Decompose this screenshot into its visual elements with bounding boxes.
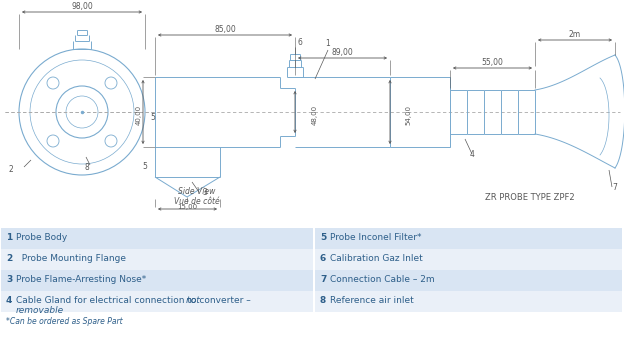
Text: Cable Gland for electrical connection to converter –: Cable Gland for electrical connection to… xyxy=(16,296,253,305)
Text: 2: 2 xyxy=(6,254,12,263)
Text: ZR PROBE TYPE ZPF2: ZR PROBE TYPE ZPF2 xyxy=(485,193,575,202)
Bar xyxy=(315,228,622,249)
Text: 98,00: 98,00 xyxy=(71,2,93,11)
Text: 3: 3 xyxy=(6,275,12,284)
Text: Connection Cable – 2m: Connection Cable – 2m xyxy=(330,275,435,284)
Text: 5: 5 xyxy=(320,233,326,242)
Text: 6: 6 xyxy=(298,38,303,47)
Bar xyxy=(1,270,313,291)
Text: 1: 1 xyxy=(6,233,12,242)
Text: 2m: 2m xyxy=(569,30,581,39)
Text: 55,00: 55,00 xyxy=(481,58,503,67)
Text: not: not xyxy=(185,296,200,305)
Text: 7: 7 xyxy=(612,183,617,192)
Text: 6: 6 xyxy=(320,254,326,263)
Text: 5: 5 xyxy=(142,162,147,171)
Text: 2: 2 xyxy=(9,166,13,174)
Text: removable: removable xyxy=(16,306,64,315)
Text: 8: 8 xyxy=(85,163,89,171)
Text: Reference air inlet: Reference air inlet xyxy=(330,296,414,305)
Text: 40,00: 40,00 xyxy=(136,105,142,125)
Text: Probe Flame-Arresting Nose*: Probe Flame-Arresting Nose* xyxy=(16,275,146,284)
Bar xyxy=(315,291,622,312)
Bar xyxy=(1,249,313,270)
Text: 8: 8 xyxy=(320,296,326,305)
Text: Side View: Side View xyxy=(178,187,216,196)
Text: 15,00: 15,00 xyxy=(177,204,197,210)
Text: 4: 4 xyxy=(6,296,12,305)
Bar xyxy=(315,249,622,270)
Text: 7: 7 xyxy=(320,275,326,284)
Text: 48,00: 48,00 xyxy=(312,105,318,125)
Text: 3: 3 xyxy=(202,188,207,197)
Bar xyxy=(315,270,622,291)
Text: Vue de côté: Vue de côté xyxy=(174,197,220,206)
Text: 4: 4 xyxy=(470,150,475,159)
Text: Calibration Gaz Inlet: Calibration Gaz Inlet xyxy=(330,254,422,263)
Text: 5: 5 xyxy=(150,113,155,121)
Text: 85,00: 85,00 xyxy=(214,25,236,34)
Text: *Can be ordered as Spare Part: *Can be ordered as Spare Part xyxy=(6,317,123,326)
Text: 1: 1 xyxy=(325,39,329,48)
Text: 54,00: 54,00 xyxy=(405,105,411,125)
Bar xyxy=(1,228,313,249)
Text: Probe Mounting Flange: Probe Mounting Flange xyxy=(16,254,126,263)
Text: Probe Inconel Filter*: Probe Inconel Filter* xyxy=(330,233,421,242)
Text: Probe Body: Probe Body xyxy=(16,233,67,242)
Text: 89,00: 89,00 xyxy=(331,48,353,57)
Bar xyxy=(1,291,313,312)
